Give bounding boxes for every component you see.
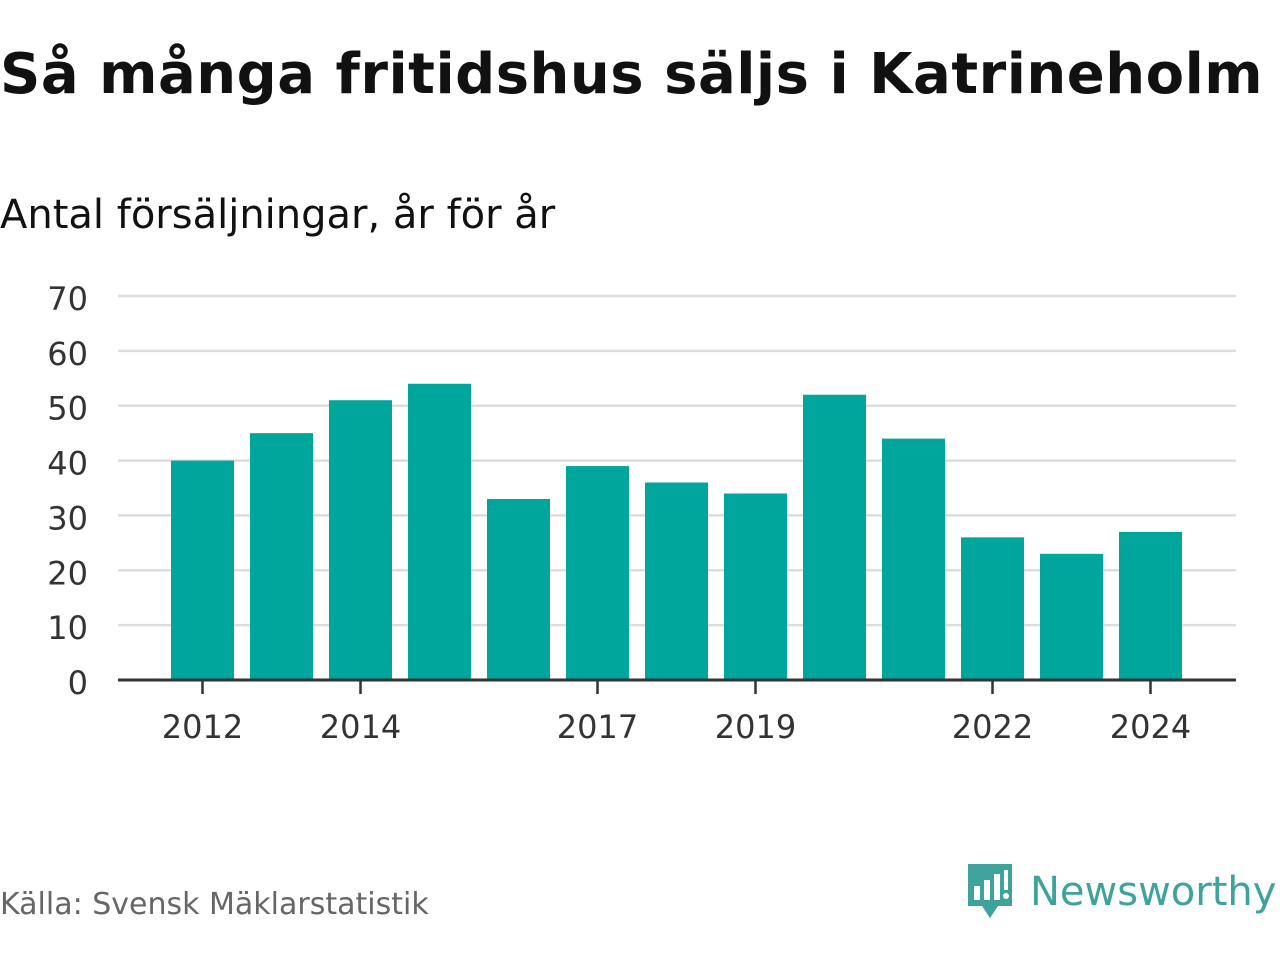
x-tick-label: 2014 — [320, 708, 401, 746]
bar-2013 — [250, 433, 313, 680]
x-tick-label: 2017 — [557, 708, 638, 746]
bars — [171, 383, 1182, 680]
bar-2021 — [882, 438, 945, 680]
bar-2012 — [171, 460, 234, 680]
source-note: Källa: Svensk Mäklarstatistik — [0, 887, 429, 922]
newsworthy-logo-icon — [968, 864, 1012, 918]
y-tick-label: 30 — [47, 499, 88, 537]
y-tick-label: 50 — [47, 390, 88, 428]
axes: 0 10 20 30 40 50 60 70 2012 2014 2017 2019 2022 2024 — [47, 280, 1236, 746]
bar-2023 — [1040, 553, 1103, 680]
x-tick-label: 2022 — [952, 708, 1033, 746]
bar-2018 — [645, 482, 708, 680]
y-tick-label: 10 — [47, 609, 88, 647]
y-tick-label: 0 — [68, 664, 88, 702]
y-tick-label: 70 — [47, 280, 88, 318]
bar-2020 — [803, 394, 866, 680]
bar-2017 — [566, 466, 629, 680]
y-tick-label: 60 — [47, 335, 88, 373]
y-tick-label: 20 — [47, 554, 88, 592]
x-tick-label: 2019 — [715, 708, 796, 746]
bar-2015 — [408, 383, 471, 680]
bar-2019 — [724, 493, 787, 680]
x-tick-label: 2024 — [1110, 708, 1191, 746]
bar-2022 — [961, 537, 1024, 680]
y-tick-label: 40 — [47, 445, 88, 483]
bar-2014 — [329, 400, 392, 680]
bar-2024 — [1119, 531, 1182, 680]
x-tick-label: 2012 — [162, 708, 243, 746]
bar-2016 — [487, 498, 550, 680]
brand-name: Newsworthy — [1030, 869, 1277, 915]
chart-title: Så många fritidshus säljs i Katrineholm — [0, 42, 1264, 107]
brand-logo: Newsworthy — [964, 862, 1276, 922]
chart-subtitle: Antal försäljningar, år för år — [0, 192, 556, 238]
